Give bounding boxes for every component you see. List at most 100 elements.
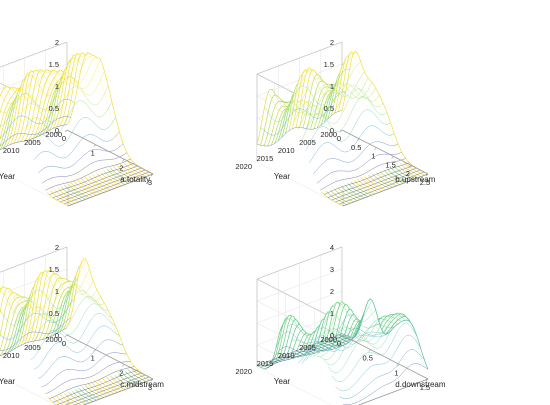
x-tick-label: 1.5 [385,160,395,169]
surface-col-line [256,333,343,366]
x-tick-mark [339,129,343,133]
surface-col-line [327,165,414,198]
surface-col-line [37,339,124,379]
surface-col-line [331,167,417,201]
surface-col-line [286,82,373,116]
wall-gridline [256,268,343,302]
x-tick-label: 1 [371,152,375,161]
year-axis-label: Year [274,377,291,386]
year-tick-label: 2010 [278,351,295,360]
x-tick-mark [368,349,371,352]
x-tick-label: 3 [148,178,152,187]
z-tick-label: 4 [330,243,334,252]
surface-col-line [301,96,388,140]
surface-col-line [305,109,391,151]
year-axis-line [82,378,154,405]
x-tick-mark [150,378,154,382]
x-tick-label: 1 [91,354,95,363]
year-tick-label: 2005 [299,138,316,147]
surface-col-line [327,315,414,374]
x-tick-mark [397,364,400,367]
surface-col-line [290,303,376,348]
x-tick-label: 0.5 [351,143,361,152]
surface-col-line [279,71,365,114]
surface-col-line [19,71,105,113]
x-tick-mark [374,147,377,150]
x-tick-mark [425,378,429,382]
surface-col-line [320,158,406,191]
year-tick-label: 2020 [235,367,252,376]
wall-gridline [256,290,343,324]
x-axis-line [66,334,154,380]
surface-row-line [66,257,154,380]
z-tick-label: 0 [330,331,334,340]
x-tick-mark [150,173,154,177]
x-tick-label: 3 [148,383,152,392]
x-axis-line [341,334,429,380]
surface-col-line [56,167,142,201]
surface-col-line [324,312,410,366]
surface-panel-3: 01232000200520102015202000.511.52c.midst… [0,243,164,405]
x-tick-label: 1 [91,149,95,158]
surface-col-line [34,325,120,370]
year-tick-label: 2000 [45,335,62,344]
year-tick-label: 2000 [45,130,62,139]
z-tick-label: 2 [55,38,59,47]
surface-col-line [0,124,68,151]
pane-edge [0,41,68,68]
year-tick-label: 2015 [257,359,274,368]
x-tick-mark [356,138,360,142]
z-tick-label: 0.5 [324,104,334,113]
z-tick-label: 1 [55,82,59,91]
surface-col-line [30,312,116,360]
surface-col-line [26,303,113,351]
year-tick-label: 2015 [257,154,274,163]
pane-edge [256,41,343,75]
x-tick-mark [122,159,125,162]
year-axis-label: Year [0,172,15,181]
surface-col-line [41,352,127,388]
z-tick-label: 2 [330,287,334,296]
surface-col-line [0,317,71,351]
year-tick-label: 2005 [24,138,41,147]
surface-col-line [0,116,71,147]
surface-row-line [341,51,429,175]
x-tick-label: 0 [337,134,341,143]
surface-col-line [286,300,373,341]
year-tick-label: 2005 [24,343,41,352]
z-tick-label: 1 [55,287,59,296]
surface-col-line [4,268,90,309]
x-tick-mark [408,164,412,168]
z-tick-label: 0 [55,331,59,340]
surface-col-line [22,296,109,342]
x-axis-line [341,129,429,175]
surface-col-line [0,260,83,315]
x-tick-label: 0.5 [362,354,372,363]
surface-col-line [0,276,79,326]
x-axis-line [66,129,154,175]
year-tick-label: 2010 [278,146,295,155]
z-tick-label: 1 [330,309,334,318]
x-axis-label: a.totality [120,175,150,184]
surface-col-line [11,280,98,316]
surface-col-line [316,315,402,357]
z-tick-label: 0 [55,126,59,135]
surface-col-line [49,366,135,399]
surface-col-line [26,100,113,135]
year-tick-label: 2020 [235,162,252,171]
surface-col-line [339,349,425,399]
surface-col-line [335,169,421,203]
surface-col-line [342,363,429,405]
surface-mesh [0,257,154,405]
surface-col-line [60,169,146,203]
surface-col-line [256,110,343,147]
surface-col-line [52,369,139,403]
x-tick-label: 1 [394,368,398,377]
surface-col-line [8,55,94,101]
surface-col-line [324,162,410,195]
surface-strip [342,51,428,174]
pane-edge [0,246,68,273]
year-axis-label: Year [274,172,291,181]
surface-col-line [15,59,101,106]
x-axis-label: c.midstream [120,380,164,389]
